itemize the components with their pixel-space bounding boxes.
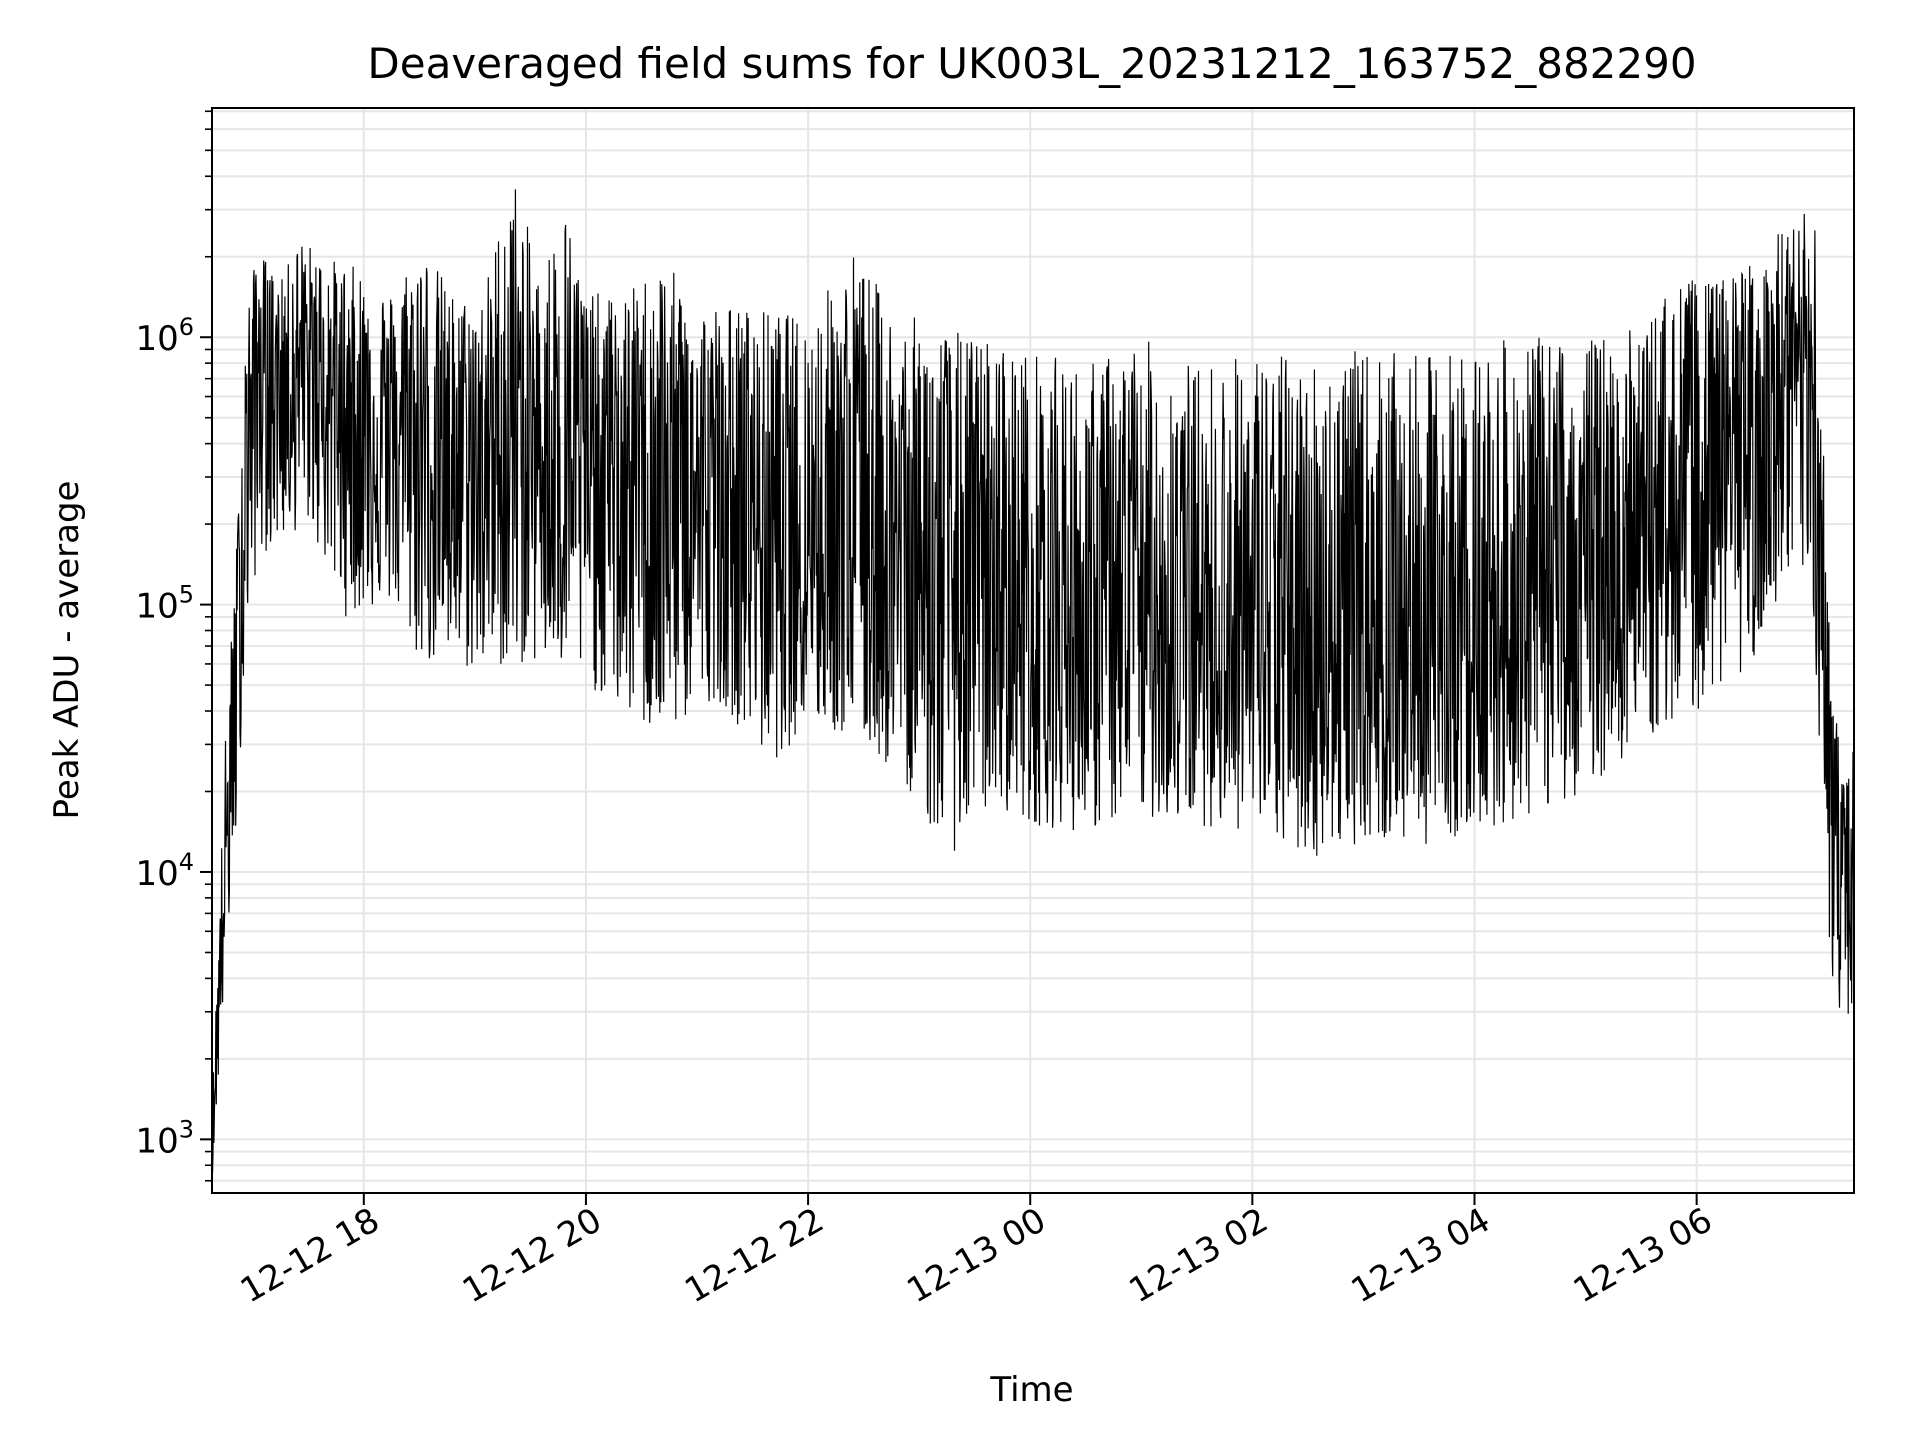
y-tick-label: 103 — [135, 1115, 194, 1161]
axes-frame — [211, 107, 1855, 1194]
y-axis-label: Peak ADU - average — [47, 481, 87, 820]
series-line — [211, 189, 1855, 1174]
x-axis-label: Time — [989, 1370, 1073, 1410]
y-tick-label: 105 — [135, 581, 194, 627]
y-axis: 103 104 105 106 — [135, 110, 212, 1182]
plot-area — [211, 189, 1855, 1174]
y-tick-label: 104 — [135, 848, 194, 894]
y-tick-label: 106 — [135, 313, 194, 359]
chart-title: Deaveraged field sums for UK003L_2023121… — [367, 39, 1696, 88]
